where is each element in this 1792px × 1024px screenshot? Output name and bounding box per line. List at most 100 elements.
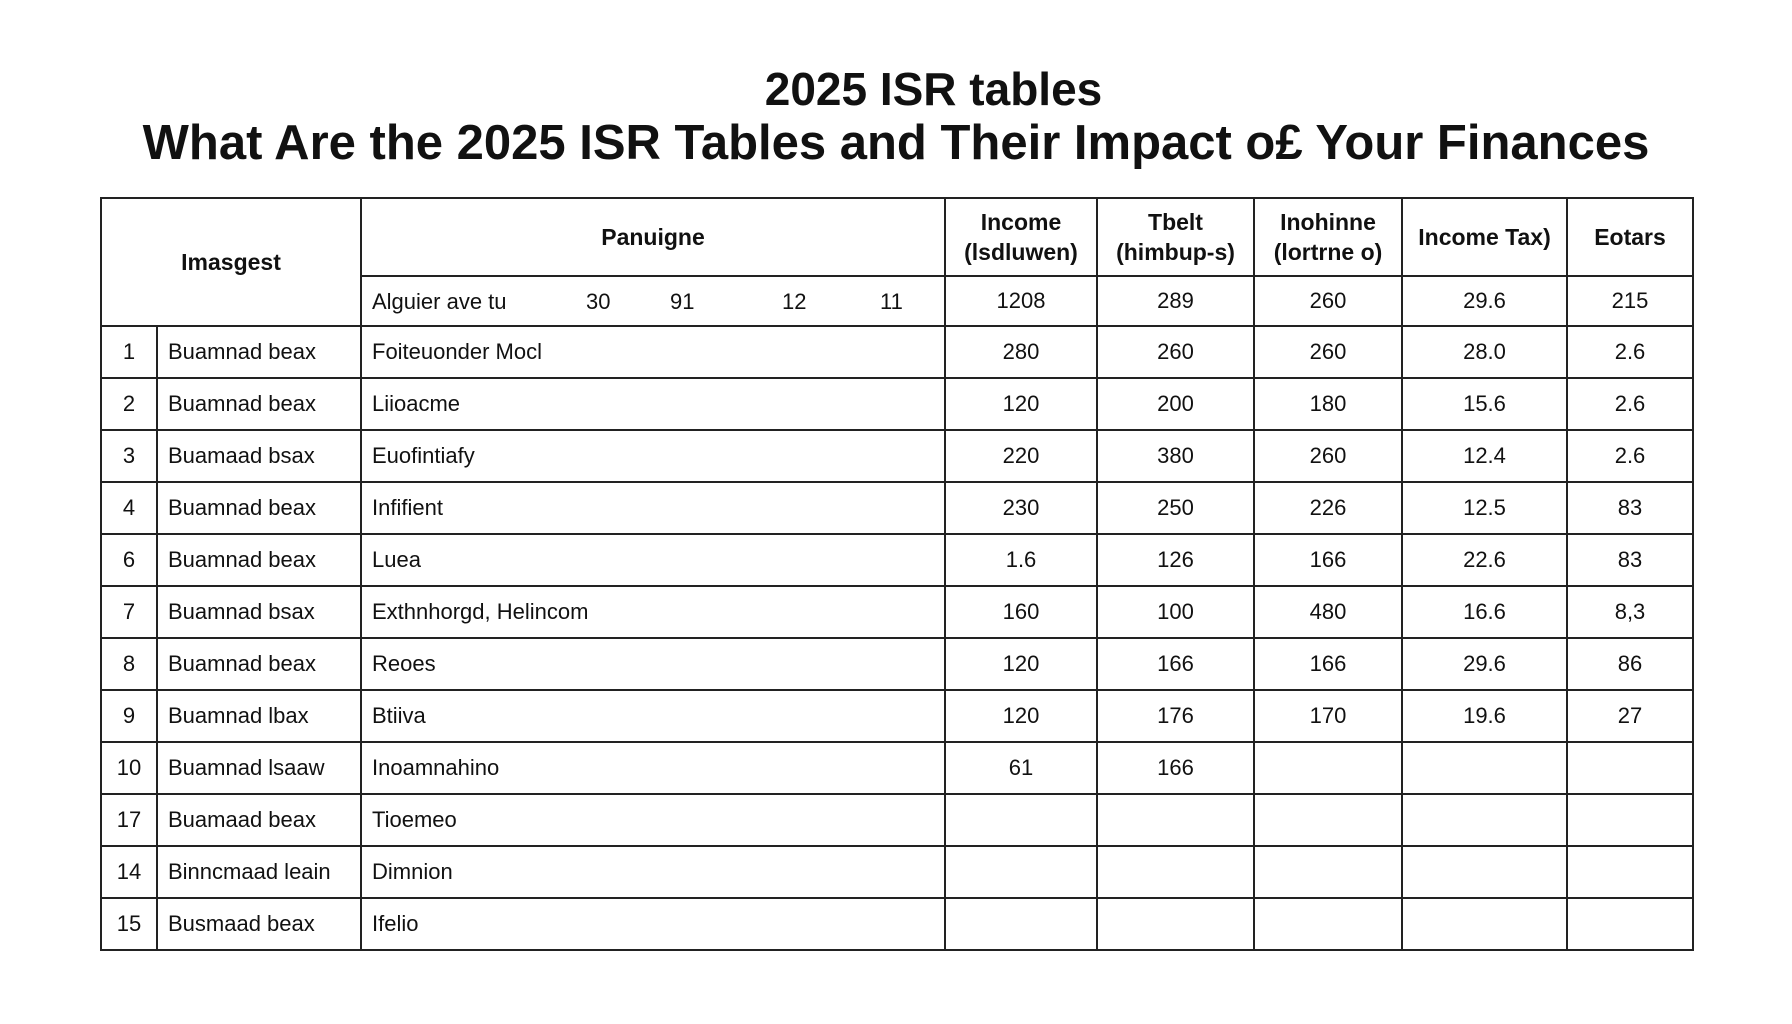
row-description: Reoes	[360, 637, 946, 691]
row-inohinne	[1253, 897, 1403, 951]
header-col2: Panuigne	[360, 197, 946, 277]
row-name: Busmaad beax	[156, 897, 362, 951]
row-number: 4	[100, 481, 158, 535]
row-number: 10	[100, 741, 158, 795]
row-income-tax	[1401, 793, 1568, 847]
row-inohinne	[1253, 793, 1403, 847]
subheader-v2: 289	[1096, 275, 1255, 327]
row-number: 17	[100, 793, 158, 847]
row-description: Luea	[360, 533, 946, 587]
page-subtitle: What Are the 2025 ISR Tables and Their I…	[142, 116, 1650, 170]
row-inohinne: 180	[1253, 377, 1403, 431]
row-income-tax: 28.0	[1401, 325, 1568, 379]
row-description: Exthnhorgd, Helincom	[360, 585, 946, 639]
row-eotars: 2.6	[1566, 325, 1694, 379]
table-row: 2 Buamnad beax Liioacme 120 200 180 15.6 2.6	[100, 377, 1694, 431]
subheader-v4: 29.6	[1401, 275, 1568, 327]
row-description: Foiteuonder Mocl	[360, 325, 946, 379]
row-inohinne: 480	[1253, 585, 1403, 639]
row-income: 280	[944, 325, 1098, 379]
row-name: Buamnad beax	[156, 325, 362, 379]
header-col6: Income Tax)	[1401, 197, 1568, 277]
row-number: 15	[100, 897, 158, 951]
subheader-row: Alguier ave tu 30 91 12 11 1208 289 260 …	[101, 275, 1694, 327]
row-tbelt	[1096, 845, 1255, 899]
page-title: 2025 ISR tables	[764, 63, 1103, 115]
row-name: Buamaad beax	[156, 793, 362, 847]
row-name: Buamnad bsax	[156, 585, 362, 639]
row-income-tax	[1401, 845, 1568, 899]
subheader-n3: 12	[782, 289, 807, 314]
row-name: Binncmaad leain	[156, 845, 362, 899]
row-income-tax	[1401, 897, 1568, 951]
row-description: Inoamnahino	[360, 741, 946, 795]
row-tbelt	[1096, 793, 1255, 847]
row-income-tax	[1401, 741, 1568, 795]
row-inohinne: 260	[1253, 429, 1403, 483]
header-col1: Imasgest	[100, 197, 362, 327]
row-income-tax: 16.6	[1401, 585, 1568, 639]
row-inohinne	[1253, 741, 1403, 795]
row-description: Euofintiafy	[360, 429, 946, 483]
row-name: Buamnad beax	[156, 637, 362, 691]
row-name: Buamnad beax	[156, 481, 362, 535]
row-tbelt: 176	[1096, 689, 1255, 743]
table-body: 1 Buamnad beax Foiteuonder Mocl 280 260 260 28…	[100, 325, 1694, 951]
row-number: 7	[100, 585, 158, 639]
row-description: Dimnion	[360, 845, 946, 899]
row-number: 8	[100, 637, 158, 691]
table-row: 1 Buamnad beax Foiteuonder Mocl 280 260 260 28…	[100, 325, 1694, 379]
subheader-n2: 91	[670, 289, 695, 314]
row-eotars	[1566, 897, 1694, 951]
row-description: Infifient	[360, 481, 946, 535]
table-row: 15 Busmaad beax Ifelio	[100, 897, 1694, 951]
row-number: 14	[100, 845, 158, 899]
subheader-v5: 215	[1566, 275, 1694, 327]
row-name: Buamnad beax	[156, 377, 362, 431]
row-income-tax: 29.6	[1401, 637, 1568, 691]
table-row: 4 Buamnad beax Infifient 230 250 226 12.5 83	[100, 481, 1694, 535]
row-number: 1	[100, 325, 158, 379]
header-col5: Inohinne (lortrne o)	[1253, 197, 1403, 277]
row-tbelt: 260	[1096, 325, 1255, 379]
row-inohinne: 260	[1253, 325, 1403, 379]
row-eotars	[1566, 793, 1694, 847]
row-inohinne	[1253, 845, 1403, 899]
row-income	[944, 845, 1098, 899]
row-eotars: 27	[1566, 689, 1694, 743]
row-eotars: 86	[1566, 637, 1694, 691]
row-income-tax: 22.6	[1401, 533, 1568, 587]
row-eotars	[1566, 741, 1694, 795]
table-row: 7 Buamnad bsax Exthnhorgd, Helincom 160 100 4…	[100, 585, 1694, 639]
row-tbelt: 100	[1096, 585, 1255, 639]
row-income: 1.6	[944, 533, 1098, 587]
row-income: 120	[944, 377, 1098, 431]
row-tbelt: 166	[1096, 637, 1255, 691]
row-tbelt: 200	[1096, 377, 1255, 431]
row-number: 3	[100, 429, 158, 483]
subheader-v3: 260	[1253, 275, 1403, 327]
row-description: Ifelio	[360, 897, 946, 951]
row-name: Buamnad lsaaw	[156, 741, 362, 795]
row-name: Buamnad lbax	[156, 689, 362, 743]
row-inohinne: 170	[1253, 689, 1403, 743]
row-eotars: 83	[1566, 533, 1694, 587]
row-number: 2	[100, 377, 158, 431]
row-inohinne: 226	[1253, 481, 1403, 535]
row-name: Buamaad bsax	[156, 429, 362, 483]
row-income-tax: 19.6	[1401, 689, 1568, 743]
table-row: 8 Buamnad beax Reoes 120 166 166 29.6 86	[100, 637, 1694, 691]
table-row: 14 Binncmaad leain Dimnion	[100, 845, 1694, 899]
row-income: 230	[944, 481, 1098, 535]
row-income: 160	[944, 585, 1098, 639]
row-tbelt: 250	[1096, 481, 1255, 535]
row-income-tax: 12.4	[1401, 429, 1568, 483]
row-eotars: 2.6	[1566, 429, 1694, 483]
subheader-v1: 1208	[944, 275, 1098, 327]
title-block: 2025 ISR tables What Are the 2025 ISR Ta…	[0, 60, 1792, 172]
subheader-cell: Alguier ave tu 30 91 12 11	[360, 275, 946, 327]
header-row: Imasgest Panuigne Income (lsdluwen) Tbel…	[100, 197, 1694, 327]
table-row: 17 Buamaad beax Tioemeo	[100, 793, 1694, 847]
row-description: Btiiva	[360, 689, 946, 743]
row-eotars	[1566, 845, 1694, 899]
